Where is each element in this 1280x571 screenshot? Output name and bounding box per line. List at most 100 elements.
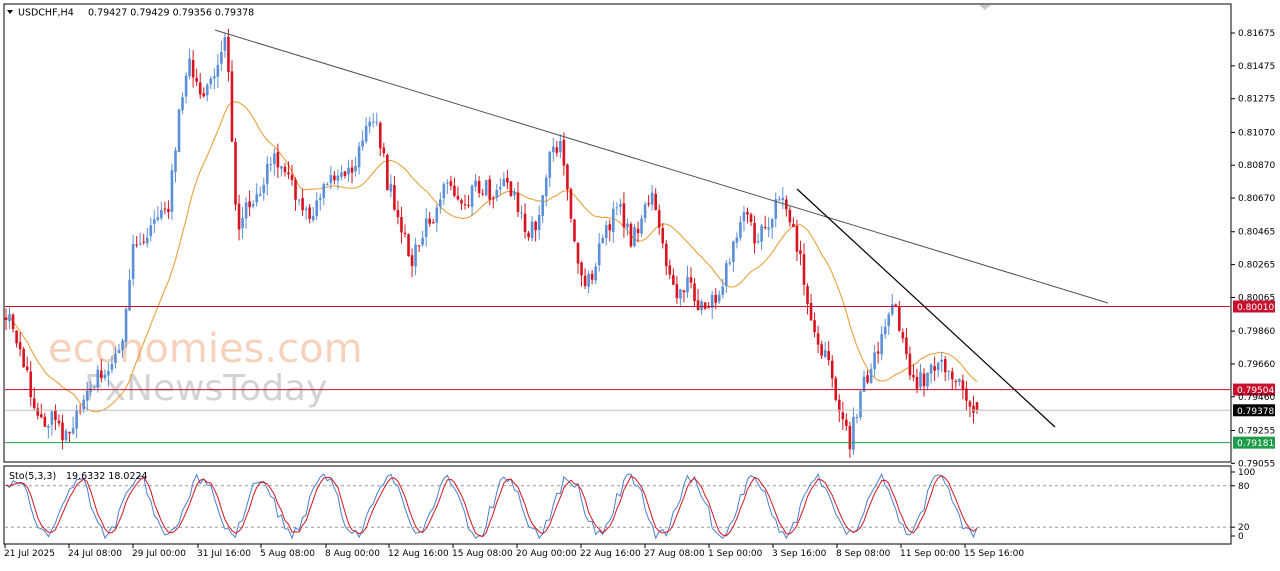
candle-body: [195, 77, 198, 82]
candle-body: [947, 370, 951, 372]
moving-average-line: [5, 101, 978, 413]
x-tick-label: 29 Jul 00:00: [132, 549, 186, 559]
candle: [276, 143, 280, 178]
current-price-line-tag: [1233, 404, 1275, 417]
candle-body: [149, 225, 153, 237]
candle: [965, 381, 968, 411]
candle-body: [400, 216, 403, 233]
candle-body: [375, 121, 379, 123]
candle-body: [396, 210, 400, 218]
candle: [650, 185, 654, 211]
candle: [181, 92, 184, 115]
candle-body: [371, 121, 375, 123]
candle-body: [216, 64, 220, 77]
resistance-line-lower-tag: [1233, 383, 1275, 396]
candle: [806, 283, 809, 315]
candle: [318, 193, 322, 211]
candle-body: [601, 238, 605, 244]
candle: [961, 374, 965, 400]
candle: [265, 156, 269, 196]
candle: [746, 207, 749, 224]
x-tick-label: 3 Sep 16:00: [772, 549, 827, 559]
candle: [728, 257, 732, 267]
x-tick-label: 22 Aug 16:00: [580, 549, 641, 559]
trendline-short: [796, 188, 1056, 428]
candle: [636, 221, 640, 243]
resistance-line-upper-tag: [1233, 300, 1275, 313]
candle: [177, 108, 181, 153]
candle: [417, 245, 421, 253]
candle: [657, 204, 661, 235]
x-tick-label: 31 Jul 16:00: [197, 549, 251, 559]
candle: [25, 356, 29, 373]
candle-body: [569, 188, 573, 219]
candle: [142, 233, 146, 245]
candle-body: [721, 286, 725, 295]
candle: [283, 163, 287, 177]
candle-body: [541, 195, 544, 216]
candle-body: [424, 218, 428, 238]
candle: [188, 48, 191, 80]
candle: [502, 172, 506, 187]
candle-body: [428, 218, 432, 224]
candle: [573, 218, 576, 243]
candle-body: [209, 78, 213, 85]
candle-body: [537, 215, 541, 230]
x-tick-label: 20 Aug 00:00: [516, 549, 577, 559]
candle: [590, 269, 594, 285]
candle: [855, 413, 859, 424]
candle-body: [329, 175, 333, 184]
candle-body: [181, 97, 184, 111]
candle: [566, 163, 569, 201]
candle-body: [269, 164, 273, 166]
candle-body: [816, 333, 820, 345]
main-plot-frame: [3, 3, 1232, 463]
candle: [947, 370, 951, 381]
collapse-arrow-icon[interactable]: [7, 10, 13, 14]
candle: [4, 308, 8, 331]
candle-body: [258, 194, 262, 196]
candle: [269, 156, 273, 172]
candle: [11, 312, 15, 333]
y-tick-label: 0.81675: [1238, 29, 1275, 39]
candle-body: [378, 122, 382, 149]
candle-body: [767, 227, 770, 230]
candle: [439, 192, 442, 214]
candle: [735, 232, 739, 249]
candle: [827, 341, 831, 366]
candle: [509, 180, 513, 198]
candle-body: [633, 227, 636, 247]
candle-body: [792, 223, 795, 228]
candle: [326, 182, 329, 186]
candle-body: [820, 344, 823, 356]
candle: [912, 364, 915, 381]
candle-body: [958, 379, 961, 382]
candle-body: [205, 84, 209, 96]
candle-body: [929, 364, 933, 374]
ohlc-readout: 0.79427 0.79429 0.79356 0.79378: [88, 8, 254, 19]
candle: [523, 203, 527, 239]
candle-body: [403, 232, 407, 235]
stoch-tick-label: 20: [1238, 523, 1250, 533]
candle: [446, 179, 449, 194]
candle: [364, 117, 368, 144]
candle-body: [446, 182, 449, 184]
candle: [763, 215, 767, 230]
stoch-plot-frame: [3, 465, 1232, 545]
candle: [8, 306, 11, 329]
candle: [640, 214, 643, 237]
candle: [78, 404, 82, 415]
candle-body: [629, 224, 633, 247]
y-tick-label: 0.80065: [1238, 293, 1275, 303]
candle: [393, 175, 396, 211]
candle-body: [152, 219, 156, 224]
candle: [555, 140, 559, 157]
candle-body: [880, 333, 883, 355]
candle: [255, 183, 258, 207]
candle-body: [410, 255, 414, 267]
candle: [61, 414, 64, 450]
y-tick-label: 0.79460: [1238, 393, 1275, 403]
candle-body: [347, 167, 350, 175]
candle: [823, 341, 827, 359]
